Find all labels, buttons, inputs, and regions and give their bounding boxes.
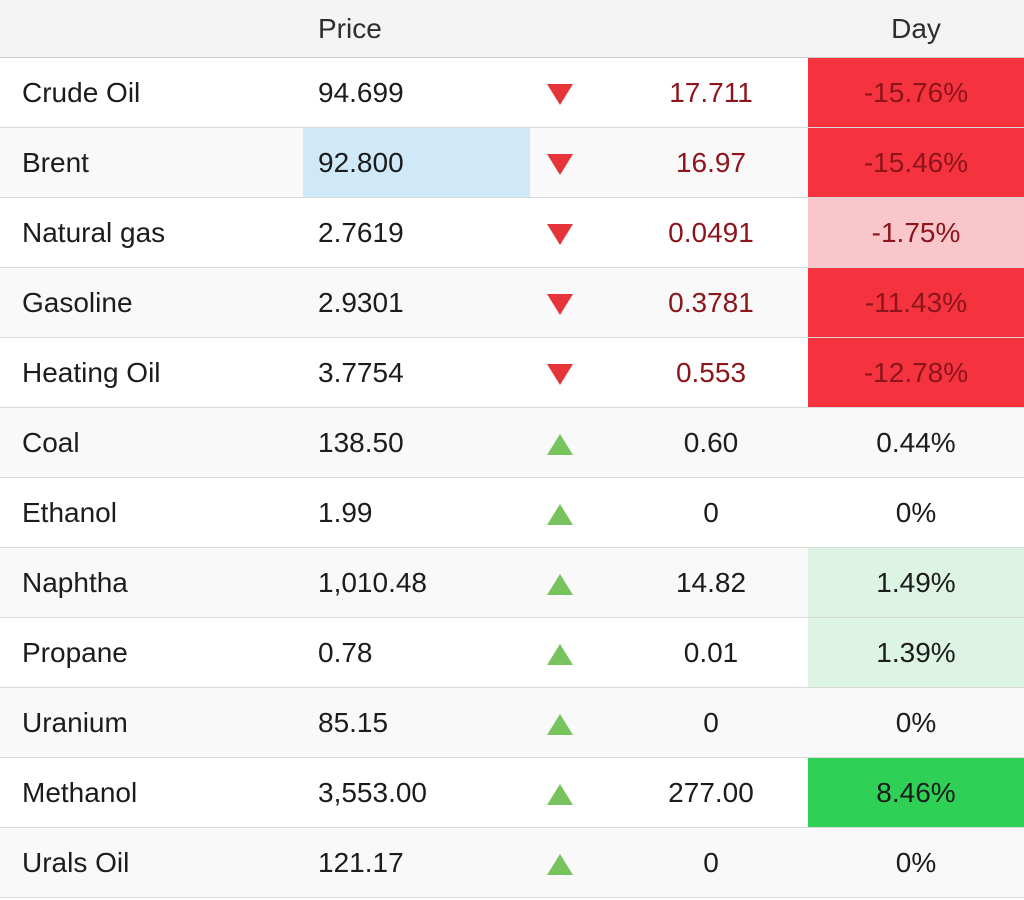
commodity-name[interactable]: Uranium [22, 706, 128, 738]
change-value: 0.553 [675, 356, 747, 388]
down-triangle-icon [547, 293, 573, 315]
commodity-row[interactable]: Methanol 3,553.00 277.00 8.46% [0, 757, 1024, 828]
day-percent-cell: 0% [895, 846, 937, 878]
up-triangle-icon [547, 503, 573, 525]
change-value: 17.711 [669, 76, 753, 108]
commodity-row[interactable]: Urals Oil 121.17 0 0% [0, 827, 1024, 898]
commodity-row[interactable]: Heating Oil 3.7754 0.553 -12.78% [0, 337, 1024, 408]
change-value: 277.00 [668, 776, 754, 808]
price-cell: 0.78 [318, 636, 373, 668]
commodity-name[interactable]: Natural gas [22, 216, 166, 248]
column-header-change [590, 0, 808, 58]
change-value: 0.01 [683, 636, 739, 668]
change-value: 0.3781 [668, 286, 754, 318]
commodity-name[interactable]: Brent [22, 146, 89, 178]
price-cell: 92.800 [303, 127, 530, 198]
price-cell: 3.7754 [318, 356, 404, 388]
commodity-name[interactable]: Ethanol [22, 496, 117, 528]
commodity-row[interactable]: Natural gas 2.7619 0.0491 -1.75% [0, 197, 1024, 268]
change-value: 0.0491 [668, 216, 754, 248]
price-cell: 138.50 [318, 426, 404, 458]
commodity-name[interactable]: Naphtha [22, 566, 128, 598]
down-triangle-icon [547, 223, 573, 245]
day-percent-cell: -12.78% [808, 337, 1024, 408]
down-triangle-icon [547, 363, 573, 385]
change-value: 0 [703, 496, 719, 528]
commodity-name[interactable]: Gasoline [22, 286, 133, 318]
price-cell: 2.7619 [318, 216, 404, 248]
up-triangle-icon [547, 783, 573, 805]
down-triangle-icon [547, 83, 573, 105]
change-value: 16.97 [675, 146, 747, 178]
price-cell: 1.99 [318, 496, 373, 528]
day-percent-cell: -1.75% [808, 197, 1024, 268]
commodity-row[interactable]: Crude Oil 94.699 17.711 -15.76% [0, 57, 1024, 128]
change-value: 0.60 [683, 426, 739, 458]
column-header-name [0, 0, 303, 58]
day-percent-cell: 0% [895, 496, 937, 528]
up-triangle-icon [547, 853, 573, 875]
change-value: 14.82 [675, 566, 747, 598]
day-percent-cell: -15.76% [808, 57, 1024, 128]
up-triangle-icon [547, 643, 573, 665]
day-percent-cell: -15.46% [808, 127, 1024, 198]
up-triangle-icon [547, 573, 573, 595]
up-triangle-icon [547, 713, 573, 735]
commodity-name[interactable]: Heating Oil [22, 356, 161, 388]
commodity-name[interactable]: Crude Oil [22, 76, 141, 108]
day-percent-cell: -11.43% [808, 267, 1024, 338]
column-header-price: Price [303, 0, 530, 58]
commodity-row[interactable]: Brent 92.800 16.97 -15.46% [0, 127, 1024, 198]
price-cell: 3,553.00 [318, 776, 427, 808]
commodity-row[interactable]: Uranium 85.15 0 0% [0, 687, 1024, 758]
up-triangle-icon [547, 433, 573, 455]
table-header-row: Price Day [0, 0, 1024, 58]
day-percent-cell: 0% [895, 706, 937, 738]
commodity-name[interactable]: Coal [22, 426, 80, 458]
change-value: 0 [703, 706, 719, 738]
commodity-row[interactable]: Gasoline 2.9301 0.3781 -11.43% [0, 267, 1024, 338]
commodity-row[interactable]: Naphtha 1,010.48 14.82 1.49% [0, 547, 1024, 618]
down-triangle-icon [547, 153, 573, 175]
price-cell: 2.9301 [318, 286, 404, 318]
commodity-name[interactable]: Urals Oil [22, 846, 130, 878]
commodity-name[interactable]: Methanol [22, 776, 138, 808]
commodity-row[interactable]: Ethanol 1.99 0 0% [0, 477, 1024, 548]
day-percent-cell: 1.39% [808, 617, 1024, 688]
day-percent-cell: 0.44% [876, 426, 956, 458]
price-cell: 1,010.48 [318, 566, 427, 598]
price-cell: 94.699 [318, 76, 404, 108]
day-percent-cell: 8.46% [808, 757, 1024, 828]
commodity-row[interactable]: Coal 138.50 0.60 0.44% [0, 407, 1024, 478]
commodity-row[interactable]: Propane 0.78 0.01 1.39% [0, 617, 1024, 688]
change-value: 0 [703, 846, 719, 878]
column-header-day: Day [808, 0, 1024, 58]
commodity-name[interactable]: Propane [22, 636, 128, 668]
column-header-arrow [530, 0, 590, 58]
day-percent-cell: 1.49% [808, 547, 1024, 618]
price-cell: 121.17 [318, 846, 404, 878]
price-cell: 85.15 [318, 706, 389, 738]
